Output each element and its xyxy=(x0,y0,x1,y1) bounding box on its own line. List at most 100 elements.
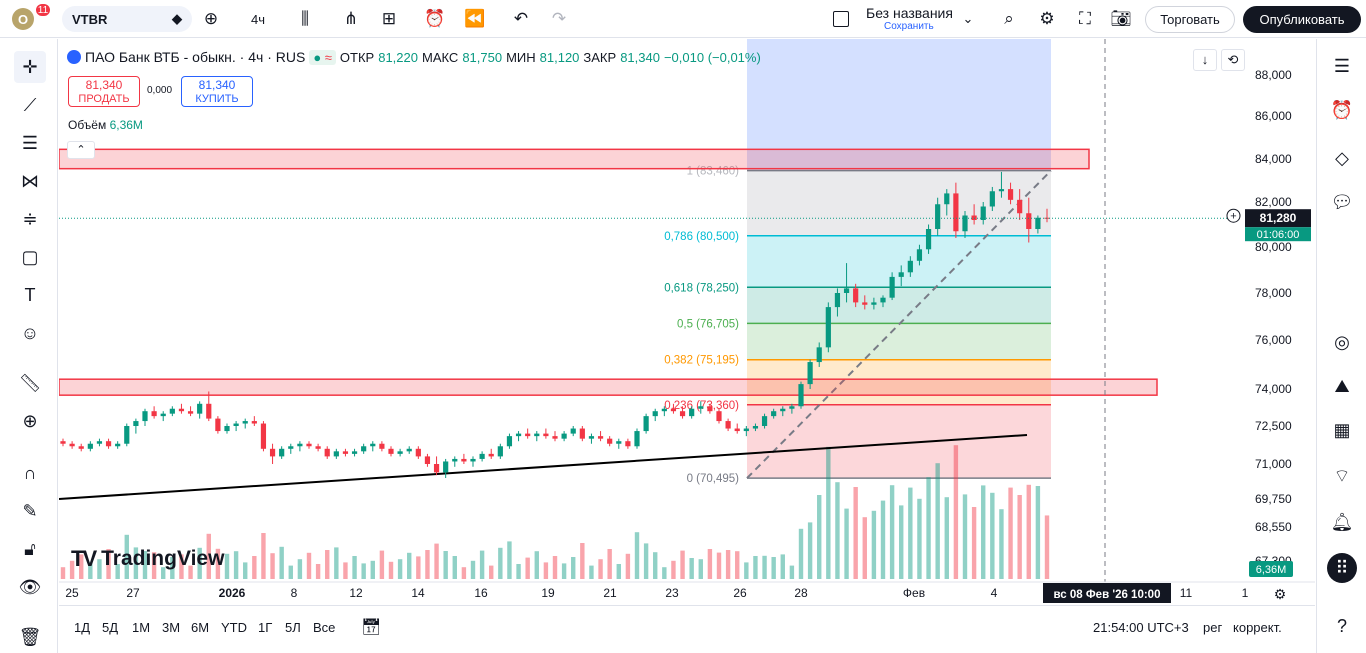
volume-bar xyxy=(880,500,886,579)
range-button[interactable]: 5Д xyxy=(102,620,119,635)
buy-button[interactable]: 81,340 КУПИТЬ xyxy=(181,76,253,107)
candle-body xyxy=(515,433,522,437)
hide-drawings-tool[interactable]: 👁︎ xyxy=(14,571,46,603)
candle-body xyxy=(980,206,986,220)
save-link[interactable]: Сохранить xyxy=(884,21,934,32)
candle-body xyxy=(862,302,868,305)
zoom-tool[interactable]: ⊕ xyxy=(14,405,46,437)
range-button[interactable]: 1Г xyxy=(258,620,273,635)
drawing-mode-tool[interactable]: ✎ xyxy=(14,495,46,527)
fullscreen-button[interactable]: ⛶ xyxy=(1072,5,1098,33)
remove-drawings-tool[interactable]: 🗑︎ xyxy=(14,621,46,653)
range-button[interactable]: 3М xyxy=(162,620,181,635)
collapse-legend-button[interactable]: ⌃ xyxy=(67,141,95,159)
quick-search-button[interactable]: ⌕ xyxy=(996,5,1022,33)
add-symbol-button[interactable]: ⊕ xyxy=(198,5,224,33)
forecast-tool[interactable]: ≑ xyxy=(14,203,46,235)
sell-button[interactable]: 81,340 ПРОДАТЬ xyxy=(68,76,140,107)
fib-level-label: 0 (70,495) xyxy=(687,473,740,485)
volume-bar xyxy=(270,553,275,579)
trade-button[interactable]: Торговать xyxy=(1145,6,1235,33)
range-button[interactable]: 5Л xyxy=(285,620,301,635)
chart-canvas[interactable]: 1 (83,460)0,786 (80,500)0,618 (78,250)0,… xyxy=(59,39,1315,605)
scroll-down-button[interactable]: ↓ xyxy=(1193,49,1217,71)
volume-bar xyxy=(224,553,230,579)
candle-body xyxy=(834,293,841,308)
range-button[interactable]: 6М xyxy=(191,620,210,635)
tradingview-logo-icon: TV xyxy=(71,546,97,571)
help-button[interactable]: ? xyxy=(1327,611,1357,641)
interval-button[interactable]: 4ч xyxy=(250,11,265,27)
chart-type-button[interactable]: ⫼ xyxy=(292,5,318,33)
news-button[interactable]: ⌔ xyxy=(1327,461,1357,491)
volume-bar xyxy=(261,533,266,579)
range-button[interactable]: Все xyxy=(313,620,336,635)
range-button[interactable]: YTD xyxy=(221,620,247,635)
date-range-button[interactable]: 📅︎ xyxy=(361,617,381,637)
ideas-button[interactable]: ◎ xyxy=(1327,327,1357,357)
shapes-tool[interactable]: ▢ xyxy=(14,241,46,273)
layout-name[interactable]: Без названия xyxy=(866,5,953,21)
crosshair-tool[interactable]: ✛ xyxy=(14,51,46,83)
chats-button[interactable]: 💬︎ xyxy=(1327,187,1357,217)
candle-body xyxy=(78,446,84,449)
clock-time[interactable]: 21:54:00 UTC+3 xyxy=(1093,620,1189,635)
candle-body xyxy=(679,411,686,417)
right-sidebar: ☰ ⏰ ◇ 💬︎ ◎ ⛰︎ ▦ ⌔ 🔔︎ ⠿ ? xyxy=(1316,39,1366,653)
notification-badge: 11 xyxy=(34,2,52,18)
text-tool[interactable]: T xyxy=(14,279,46,311)
apps-button[interactable]: ⠿ xyxy=(1327,553,1357,583)
calendar-button[interactable]: ▦ xyxy=(1327,415,1357,445)
adjust-button[interactable]: коррект. xyxy=(1233,620,1282,635)
layout-checkbox[interactable] xyxy=(830,5,852,33)
sell-price: 81,340 xyxy=(85,78,123,92)
volume-bar xyxy=(926,477,931,579)
redo-button[interactable]: ↷ xyxy=(546,5,572,33)
measure-tool[interactable]: 📏︎ xyxy=(14,367,46,399)
chart-area[interactable]: 1 (83,460) 0,786 (80,500) 0,618 (78,250) 0,… xyxy=(59,39,1315,605)
notifications-button[interactable]: 🔔︎ xyxy=(1327,507,1357,537)
layout-menu-button[interactable]: ⌄ xyxy=(958,5,978,33)
countdown-value: 01:06:00 xyxy=(1257,229,1300,241)
alerts-button[interactable]: ⏰ xyxy=(1327,95,1357,125)
trend-line-tool[interactable]: ⟋ xyxy=(14,89,46,121)
volume-bar xyxy=(69,560,75,579)
candle-body xyxy=(916,249,923,261)
candle-body xyxy=(597,436,604,439)
y-axis-tick-label: 86,000 xyxy=(1255,109,1292,123)
candle-body xyxy=(953,193,959,232)
fib-tool[interactable]: ☰ xyxy=(14,127,46,159)
auto-scale-button[interactable]: ⟲ xyxy=(1221,49,1245,71)
volume-badge-value: 6,36M xyxy=(1256,564,1287,576)
user-avatar[interactable]: O xyxy=(12,8,34,30)
indicators-button[interactable]: ⋔ xyxy=(338,5,364,33)
replay-button[interactable]: ⏪ xyxy=(462,5,488,33)
range-button[interactable]: 1М xyxy=(132,620,151,635)
magnet-tool[interactable]: ∩ xyxy=(14,457,46,489)
compare-icon[interactable]: ◆ xyxy=(172,11,182,26)
candle-body xyxy=(871,302,877,305)
symbol-search[interactable]: VTBR ◆ xyxy=(62,6,192,32)
screener-button[interactable]: ⛰︎ xyxy=(1327,371,1357,401)
volume-bar xyxy=(643,543,649,579)
publish-button[interactable]: Опубликовать xyxy=(1243,6,1361,33)
volume-bar xyxy=(416,556,421,579)
settings-button[interactable]: ⚙ xyxy=(1034,5,1060,33)
legend-title[interactable]: ПАО Банк ВТБ - обыкн. · 4ч · RUS xyxy=(85,49,306,65)
volume-bar xyxy=(397,559,403,579)
lock-tool[interactable]: 🔓︎ xyxy=(14,533,46,565)
range-button[interactable]: 1Д xyxy=(74,620,91,635)
session-button[interactable]: рег xyxy=(1203,620,1223,635)
candle-body xyxy=(260,423,267,449)
undo-button[interactable]: ↶ xyxy=(508,5,534,33)
patterns-tool[interactable]: ⋈ xyxy=(14,165,46,197)
icons-tool[interactable]: ☺ xyxy=(14,317,46,349)
volume-bar xyxy=(516,564,521,579)
candle-body xyxy=(151,411,157,417)
watchlist-button[interactable]: ☰ xyxy=(1327,51,1357,81)
volume-bar xyxy=(971,507,977,579)
alert-button[interactable]: ⏰ xyxy=(422,5,448,33)
templates-button[interactable]: ⊞ xyxy=(376,5,402,33)
object-tree-button[interactable]: ◇ xyxy=(1327,143,1357,173)
snapshot-button[interactable]: 📷︎ xyxy=(1108,5,1134,33)
